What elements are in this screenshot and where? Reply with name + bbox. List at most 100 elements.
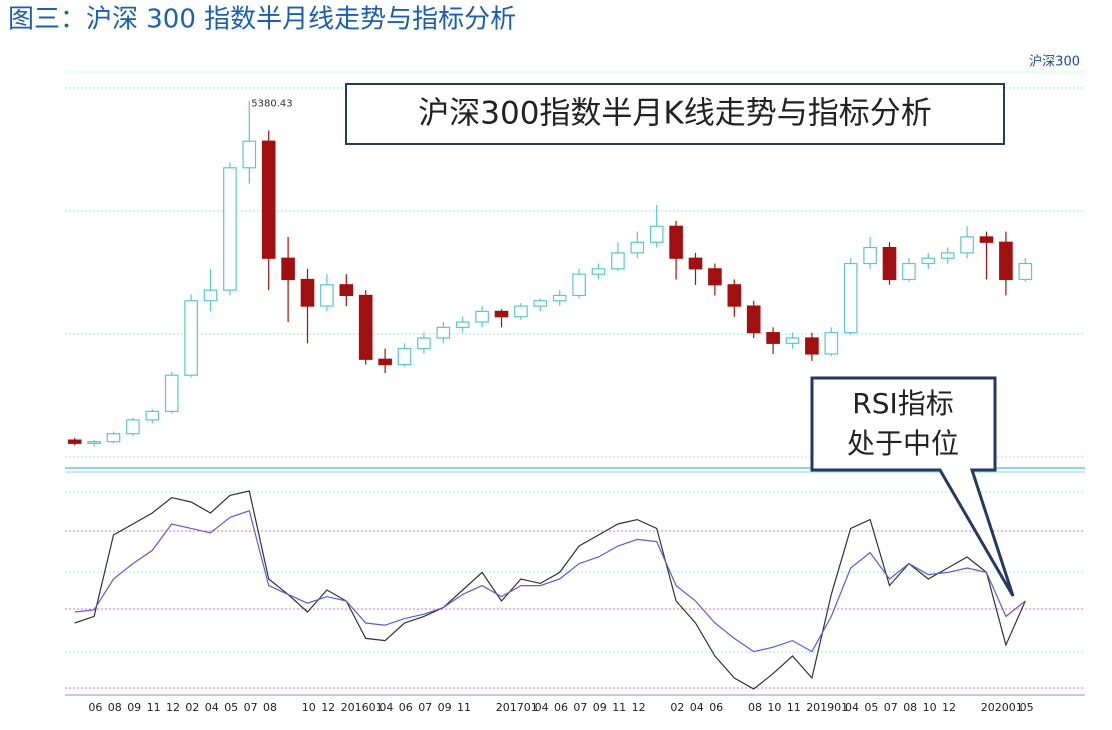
x-tick-label: 07 [884, 701, 898, 714]
x-tick-label: 09 [438, 701, 452, 714]
candle-body [397, 348, 412, 366]
x-tick-label: 04 [205, 701, 219, 714]
candle-body [921, 257, 936, 265]
x-tick-label: 05 [1020, 701, 1034, 714]
x-tick-label: 10 [923, 701, 937, 714]
x-tick-label: 05 [224, 701, 238, 714]
peak-label: 5380.43 [251, 99, 292, 110]
x-tick-label: 04 [379, 701, 393, 714]
marks: 5380.43 [67, 99, 1033, 690]
candle-body [223, 167, 237, 291]
rsi-line [74, 510, 1026, 653]
candle-body [727, 284, 742, 307]
title-box [345, 83, 1005, 145]
x-tick-label: 09 [593, 701, 607, 714]
x-tick-label: 04 [845, 701, 859, 714]
x-tick-label: 06 [399, 701, 413, 714]
x-tick-label: 201701 [496, 701, 538, 714]
x-tick-label: 12 [632, 701, 646, 714]
x-tick-label: 10 [302, 701, 316, 714]
x-tick-label: 06 [88, 701, 102, 714]
x-tick-label: 08 [903, 701, 917, 714]
candle-body [320, 284, 334, 307]
candle-body [203, 289, 218, 302]
candle-body [940, 252, 955, 259]
candle-body [106, 433, 121, 443]
rsi-line [74, 490, 1026, 690]
x-tick-label: 12 [166, 701, 180, 714]
x-tick-label: 08 [263, 701, 277, 714]
candle-body [378, 358, 392, 366]
candle-body [126, 419, 140, 435]
candle-body [611, 252, 625, 270]
x-tick-label: 12 [942, 701, 956, 714]
candle-body [533, 300, 548, 307]
candle-body [514, 305, 528, 318]
x-tick-label: 07 [573, 701, 587, 714]
x-tick-label: 07 [418, 701, 432, 714]
callout-box [810, 376, 1015, 597]
candle-body [630, 241, 645, 254]
candle-body [261, 140, 276, 259]
candle-body [843, 262, 858, 334]
box-title: 沪深300指数半月K线走势与指标分析 [418, 96, 932, 132]
candle-body [766, 332, 780, 344]
candle-body [242, 140, 257, 169]
candle-body [300, 278, 315, 307]
candle-body [184, 300, 198, 376]
x-tick-label: 11 [787, 701, 801, 714]
candle-body [572, 273, 586, 297]
candle-body [281, 257, 295, 281]
x-tick-label: 08 [108, 701, 122, 714]
x-tick-label: 12 [321, 701, 335, 714]
candle-body [785, 337, 800, 344]
x-tick-label: 07 [244, 701, 258, 714]
candle-body [708, 268, 722, 286]
candle-body [87, 441, 101, 444]
candle-body [824, 332, 839, 355]
candle-body [145, 410, 160, 421]
candle-body [417, 337, 431, 350]
x-tick-label: 201601 [341, 701, 383, 714]
candle-body [960, 236, 974, 254]
candle-body [591, 268, 606, 275]
candle-body [688, 257, 703, 270]
candle-body [436, 326, 451, 339]
candle-body [552, 294, 567, 302]
x-tick-label: 02 [185, 701, 199, 714]
candle-body [805, 337, 819, 355]
candle-body [1018, 262, 1033, 281]
candle-body [746, 305, 761, 334]
x-tick-label: 10 [767, 701, 781, 714]
x-tick-label: 08 [748, 701, 762, 714]
legend-label: 沪深300 [1029, 54, 1080, 70]
x-tick-label: 202001 [981, 701, 1023, 714]
x-tick-label: 04 [690, 701, 704, 714]
candle-body [979, 236, 994, 243]
x-tick-label: 11 [457, 701, 471, 714]
candle-body [475, 310, 489, 323]
page-title: 图三：沪深 300 指数半月线走势与指标分析 [8, 5, 516, 35]
x-tick-label: 05 [864, 701, 878, 714]
x-tick-label: 06 [554, 701, 568, 714]
x-tick-label: 11 [612, 701, 626, 714]
candle-body [455, 321, 470, 328]
x-tick-label: 201901 [806, 701, 848, 714]
candle-body [494, 310, 509, 318]
x-tick-label: 11 [147, 701, 161, 714]
callout-text: RSI指标 [852, 387, 954, 420]
candle-body [902, 262, 916, 281]
candle-body [358, 294, 373, 360]
callout-text: 处于中位 [847, 427, 959, 460]
candle-body [882, 246, 897, 281]
candle-body [164, 374, 179, 412]
candle-body [339, 284, 354, 297]
candle-body [669, 225, 683, 259]
candle-body [999, 241, 1013, 281]
x-tick-label: 06 [709, 701, 723, 714]
candle-body [67, 439, 82, 444]
x-tick-label: 04 [535, 701, 549, 714]
candle-body [649, 225, 664, 243]
candle-body [863, 246, 877, 265]
